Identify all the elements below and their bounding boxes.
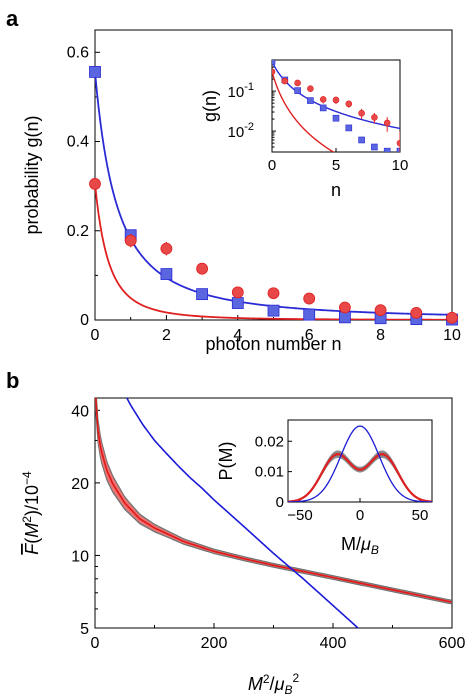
inset-a-frame xyxy=(271,59,401,153)
a-xtick-label: 6 xyxy=(305,327,314,344)
a-point-square xyxy=(267,304,280,317)
a-point-square xyxy=(303,308,316,321)
ia-xtick-label: 5 xyxy=(332,157,340,174)
ib-xtick-label: 50 xyxy=(412,507,429,524)
ia-point-circle xyxy=(272,68,276,76)
b-ytick-label: 20 xyxy=(71,476,89,493)
ia-fit-blue xyxy=(272,61,400,130)
ia-point-square xyxy=(332,114,340,122)
a-xtick-label: 10 xyxy=(443,327,461,344)
a-point-circle xyxy=(410,306,423,319)
ia-ytick-exponent: -1 xyxy=(244,81,254,93)
ib-ytick-label: 0 xyxy=(276,494,284,511)
ia-point-circle xyxy=(396,139,400,147)
ib-ytick-label: 0.02 xyxy=(255,433,284,450)
ia-xtick-label: 0 xyxy=(268,157,276,174)
ib-xtick-label: 0 xyxy=(356,507,364,524)
ia-point-square xyxy=(307,97,314,104)
ia-point-circle xyxy=(319,96,327,103)
a-ytick-label: 0 xyxy=(80,312,89,329)
a-point-circle xyxy=(267,287,280,300)
ia-xtick-label: 10 xyxy=(392,157,409,174)
ia-ytick-label: 10-2 xyxy=(228,121,254,141)
a-point-square xyxy=(231,297,244,309)
ia-ytick-label: 10-1 xyxy=(228,81,254,101)
ia-point-square xyxy=(319,104,327,112)
ia-point-square xyxy=(383,147,391,152)
ia-point-circle xyxy=(383,119,391,127)
a-ytick-label: 0.6 xyxy=(67,44,89,61)
ia-point-circle xyxy=(345,100,353,108)
a-point-square xyxy=(338,311,351,324)
a-point-circle xyxy=(231,286,244,299)
a-point-circle xyxy=(124,234,137,247)
a-ytick-label: 0.2 xyxy=(67,223,89,240)
a-xtick-label: 2 xyxy=(162,327,171,344)
a-xtick-label: 8 xyxy=(376,327,385,344)
a-point-circle xyxy=(196,262,209,275)
ia-fit-red xyxy=(272,71,335,152)
ia-point-circle xyxy=(294,79,301,87)
a-xlabel: photon number n xyxy=(205,334,341,354)
b-xtick-label: 600 xyxy=(439,635,466,652)
ia-point-square xyxy=(396,147,400,152)
ib-curve-blue xyxy=(288,425,432,502)
inset-b-frame xyxy=(287,419,433,503)
ia-point-square xyxy=(358,136,365,144)
a-point-circle xyxy=(303,292,316,305)
ib-xlabel: M/μB xyxy=(341,534,379,557)
ib-xtick-label: −50 xyxy=(287,507,312,524)
ia-point-circle xyxy=(281,77,289,85)
ia-ytick-exponent: -2 xyxy=(244,121,254,133)
a-point-circle xyxy=(374,304,387,317)
b-ytick-label: 10 xyxy=(71,548,89,565)
ia-point-square xyxy=(345,124,353,132)
b-curve-blue xyxy=(125,398,360,628)
ia-point-square xyxy=(294,87,301,94)
b-xtick-label: 200 xyxy=(201,635,228,652)
a-point-square xyxy=(89,66,101,78)
a-point-circle xyxy=(160,242,173,255)
ia-point-square xyxy=(371,143,378,151)
b-ylabel: F(M2)/10−4 xyxy=(20,471,42,555)
panel-a-label: a xyxy=(6,6,19,31)
a-ytick-label: 0.4 xyxy=(67,134,89,151)
a-ylabel: probability g(n) xyxy=(22,115,42,234)
a-point-circle xyxy=(338,301,351,314)
ia-xlabel: n xyxy=(331,180,341,200)
a-point-square xyxy=(196,288,209,301)
ia-point-circle xyxy=(358,109,365,117)
ia-point-square xyxy=(272,60,276,65)
a-point-circle xyxy=(89,178,101,190)
ia-point-circle xyxy=(371,114,378,121)
a-point-square xyxy=(160,268,173,280)
a-fit-red xyxy=(95,183,452,320)
b-xtick-label: 400 xyxy=(320,635,347,652)
a-point-circle xyxy=(446,311,458,324)
ia-ylabel: g(n) xyxy=(200,90,220,122)
a-xtick-label: 4 xyxy=(233,327,242,344)
b-ytick-label: 40 xyxy=(71,403,89,420)
ib-ylabel: P(M) xyxy=(216,442,236,481)
panel-b-label: b xyxy=(6,368,20,393)
a-xtick-label: 0 xyxy=(91,327,100,344)
ia-point-circle xyxy=(332,96,340,104)
ib-curve-red xyxy=(288,453,432,502)
b-ytick-label: 5 xyxy=(80,621,89,638)
b-curve-red xyxy=(95,398,452,603)
ia-point-circle xyxy=(307,85,314,92)
ib-ytick-label: 0.01 xyxy=(255,464,284,481)
b-xlabel: M2/μB2 xyxy=(248,671,300,697)
b-band-gray xyxy=(95,398,452,605)
b-xtick-label: 0 xyxy=(91,635,100,652)
